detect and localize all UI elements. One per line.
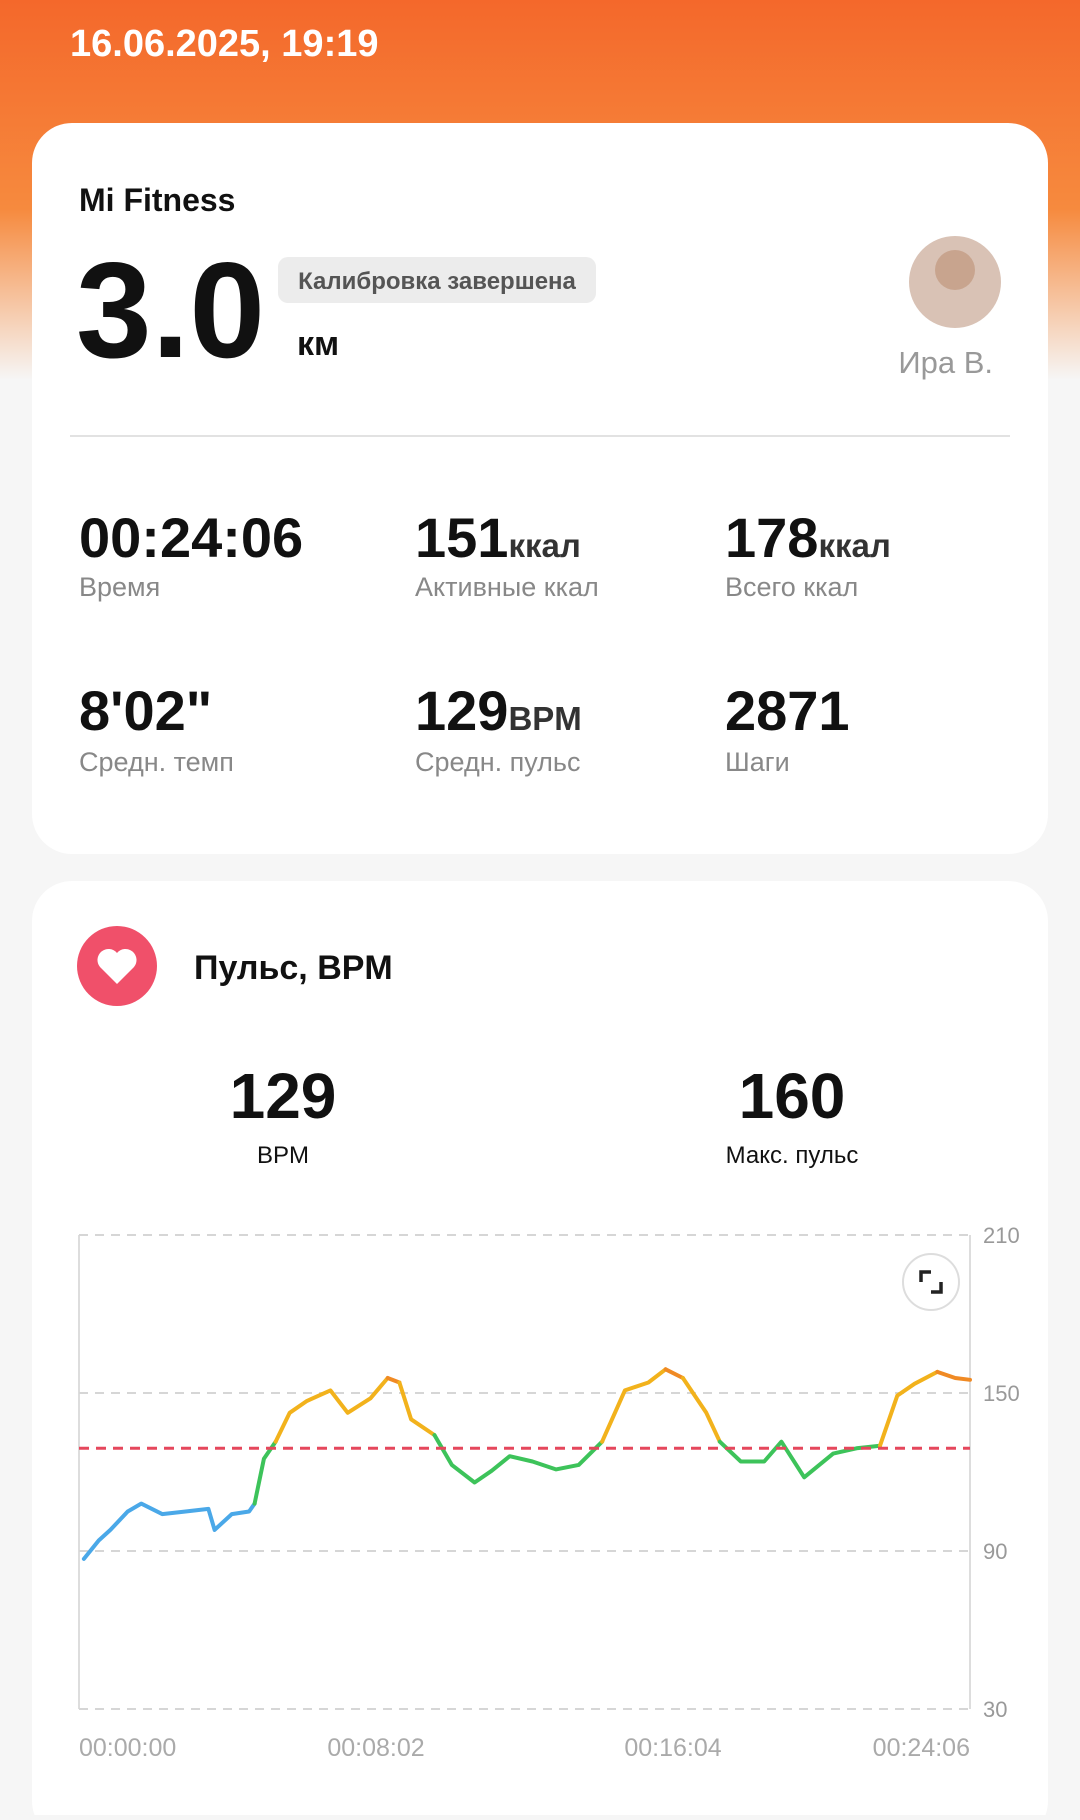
distance: 3.0 [76, 234, 265, 386]
stat-unit: ккал [508, 527, 580, 564]
summary-value: 160 [739, 1060, 846, 1132]
date: 16.06.2025, 19:19 [70, 23, 379, 65]
stat-unit: BPM [508, 700, 581, 737]
y-tick-label: 150 [983, 1381, 1020, 1406]
avatar-face [935, 250, 975, 290]
stat-value: 129BPM [415, 679, 582, 742]
heart-summary: 129 BPM 160 Макс. пульс [230, 1060, 859, 1169]
hr-line [878, 1369, 940, 1448]
summary-label: Макс. пульс [726, 1142, 859, 1169]
heart-title: Пульс, BPM [194, 949, 393, 987]
x-tick-label: 00:00:00 [79, 1734, 176, 1762]
hr-line [680, 1376, 722, 1444]
heart-shape [97, 948, 137, 984]
badge-text: Калибровка завершена [298, 268, 576, 295]
summary-label: BPM [257, 1142, 309, 1169]
user-name: Ира В. [898, 345, 993, 380]
stat-value: 2871 [725, 679, 850, 742]
stat-number: 151 [415, 506, 508, 569]
x-tick-label: 00:24:06 [873, 1734, 970, 1762]
stat-value: 8'02" [79, 679, 212, 742]
hr-line [273, 1376, 390, 1444]
stat-label: Средн. пульс [415, 747, 580, 777]
stat-number: 178 [725, 506, 818, 569]
stat-unit: ккал [818, 527, 890, 564]
heart-chart: 30 90 150 210 00:00:00 00:08:02 00:16:04 00:24:… [78, 1223, 1020, 1762]
summary-value: 129 [230, 1060, 337, 1132]
hr-line [397, 1380, 437, 1438]
hr-line [385, 1376, 402, 1385]
stat-value: 00:24:06 [79, 506, 303, 569]
expand-button[interactable] [902, 1253, 960, 1311]
heart-card [32, 881, 1048, 1820]
source: Mi Fitness [79, 182, 235, 218]
y-tick-label: 210 [983, 1223, 1020, 1248]
hr-line [600, 1367, 668, 1444]
stat-number: 00:24:06 [79, 506, 303, 569]
distance-unit: км [297, 325, 339, 363]
hr-line [81, 1501, 257, 1561]
hr-line [663, 1367, 685, 1380]
stat-value: 151ккал [415, 506, 581, 569]
stat-label: Средн. темп [79, 747, 234, 777]
stat-value: 178ккал [725, 506, 891, 569]
stat-label: Время [79, 572, 160, 602]
hr-line [432, 1433, 605, 1485]
stat-label: Активные ккал [415, 572, 599, 602]
x-tick-label: 00:16:04 [624, 1734, 721, 1762]
stat-number: 8'02" [79, 679, 212, 742]
stat-number: 129 [415, 679, 508, 742]
expand-icon [919, 1270, 943, 1294]
x-tick-label: 00:08:02 [327, 1734, 424, 1762]
y-tick-label: 90 [983, 1539, 1007, 1564]
badge [278, 257, 596, 303]
stat-number: 2871 [725, 679, 850, 742]
stat-label: Всего ккал [725, 572, 858, 602]
stat-label: Шаги [725, 747, 790, 777]
hr-line [935, 1369, 972, 1382]
y-tick-label: 30 [983, 1697, 1007, 1722]
summary-card [32, 123, 1048, 854]
